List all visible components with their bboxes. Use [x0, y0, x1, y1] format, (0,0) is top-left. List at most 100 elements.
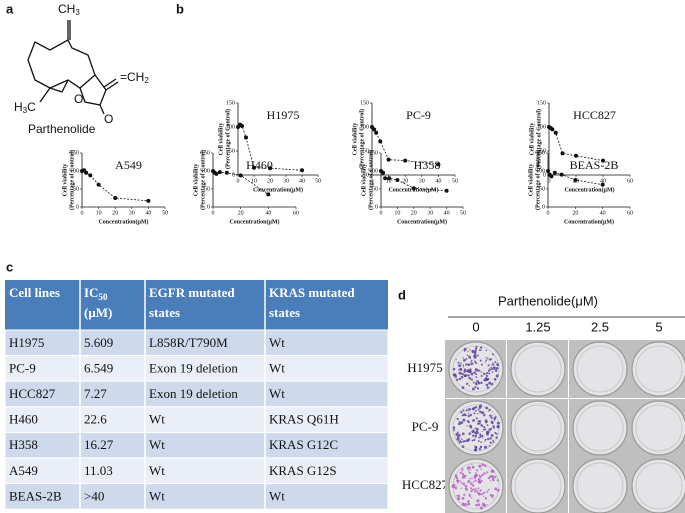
- y-tick-label: 150: [369, 150, 378, 156]
- colony: [461, 476, 465, 479]
- plate: [631, 341, 685, 397]
- y-tick-label: 50: [372, 186, 378, 192]
- colony: [459, 368, 462, 371]
- colony: [489, 437, 492, 440]
- colony: [476, 380, 479, 383]
- colony: [479, 349, 482, 352]
- x-tick-label: 20: [267, 178, 273, 184]
- table-header-bg: [5, 280, 388, 330]
- y-tick-label: 0: [76, 204, 79, 210]
- colony: [485, 406, 488, 410]
- colony: [494, 475, 497, 479]
- colony: [484, 361, 487, 363]
- colony: [473, 448, 477, 452]
- x-tick-label: 0: [380, 210, 383, 216]
- colony: [489, 431, 491, 433]
- y-tick-label: 0: [207, 204, 210, 210]
- x-tick-label: 40: [444, 210, 450, 216]
- colony: [456, 498, 459, 500]
- chart-title: H1975: [267, 108, 300, 122]
- y-tick-label: 150: [537, 100, 546, 106]
- x-tick-label: 40: [435, 178, 441, 184]
- colony: [470, 372, 474, 376]
- table-cell: H358: [9, 437, 38, 452]
- y-tick-label: 50: [539, 186, 545, 192]
- colony: [484, 440, 486, 442]
- colony: [474, 351, 477, 354]
- x-axis-label: Concentration(μM): [564, 218, 614, 225]
- table-cell: KRAS G12C: [269, 437, 338, 452]
- colony: [474, 347, 478, 350]
- colony: [483, 414, 486, 417]
- methyl-bond: [39, 87, 51, 103]
- row-label: H1975: [407, 360, 442, 375]
- colony: [491, 475, 495, 479]
- colony: [460, 411, 463, 414]
- panel-label: c: [6, 259, 13, 274]
- colony: [459, 471, 462, 474]
- colony: [468, 385, 471, 387]
- colony: [454, 474, 458, 477]
- colony: [467, 350, 469, 353]
- colony: [457, 497, 461, 501]
- colony: [476, 499, 480, 503]
- colony: [489, 358, 492, 361]
- y-tick-label: 50: [204, 186, 210, 192]
- colony: [475, 472, 477, 474]
- colony: [473, 438, 476, 442]
- colony: [471, 466, 473, 468]
- exo-bond: [105, 81, 119, 91]
- table-cell: Wt: [269, 488, 285, 503]
- colony: [491, 415, 493, 417]
- colony: [481, 430, 483, 433]
- colony: [475, 504, 478, 507]
- colony: [457, 361, 460, 364]
- colony: [471, 350, 475, 354]
- colony: [478, 420, 482, 423]
- colony: [461, 386, 465, 390]
- colony: [477, 413, 479, 415]
- colony-title: Parthenolide(μM): [498, 293, 598, 308]
- colony: [485, 349, 488, 352]
- data-point: [553, 130, 558, 135]
- y-tick-label: 0: [232, 172, 235, 178]
- table-cell: Exon 19 deletion: [149, 360, 238, 375]
- chem-label: CH3: [58, 2, 80, 17]
- colony: [475, 362, 478, 365]
- colony: [478, 465, 481, 468]
- header-cell: states: [269, 305, 300, 320]
- colony: [478, 492, 481, 495]
- colony: [459, 480, 461, 482]
- colony: [474, 385, 477, 389]
- colony: [480, 441, 483, 444]
- colony: [479, 433, 481, 435]
- colony: [461, 445, 465, 448]
- colony: [473, 355, 475, 357]
- data-point: [240, 124, 244, 129]
- colony: [478, 448, 481, 450]
- colony: [462, 366, 464, 368]
- y-tick-label: 50: [229, 148, 235, 154]
- table-cell: Wt: [269, 360, 285, 375]
- plate: [572, 458, 628, 513]
- x-tick-label: 10: [251, 178, 257, 184]
- data-point: [84, 170, 89, 175]
- colony: [477, 408, 480, 411]
- chemical-structure: [27, 20, 119, 115]
- colony: [496, 421, 500, 425]
- colony: [474, 474, 478, 478]
- colony: [470, 361, 472, 363]
- colony: [467, 414, 471, 418]
- colony: [456, 482, 459, 484]
- colony: [471, 359, 473, 362]
- chem-label: O: [104, 112, 113, 126]
- colony: [480, 468, 483, 470]
- x-tick-label: 50: [162, 210, 168, 216]
- colony: [461, 503, 465, 507]
- colony: [480, 493, 483, 496]
- y-axis-label: Cell viability: [218, 123, 224, 156]
- colony: [469, 349, 471, 351]
- plate: [510, 400, 566, 456]
- colony: [484, 496, 488, 500]
- colony: [491, 496, 494, 499]
